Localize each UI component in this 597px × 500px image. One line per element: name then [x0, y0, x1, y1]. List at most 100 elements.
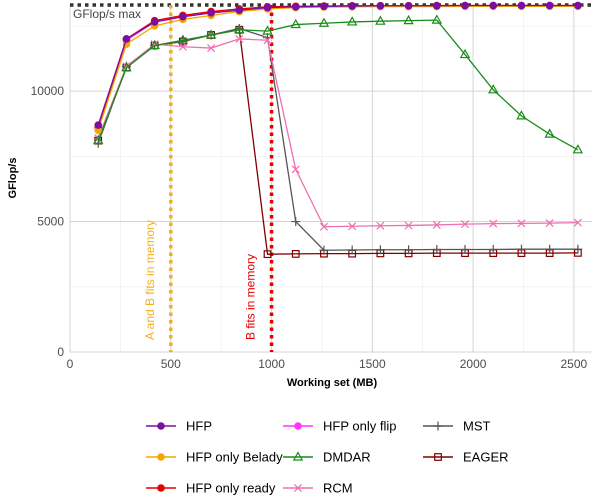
data-point: [263, 250, 272, 259]
legend-label: HFP only ready: [186, 481, 276, 496]
data-point: [291, 217, 301, 227]
x-axis-title: Working set (MB): [287, 377, 378, 389]
data-point: [122, 62, 131, 71]
data-point: [376, 1, 385, 10]
legend-label: HFP: [186, 419, 212, 434]
data-point: [461, 220, 470, 229]
y-tick-label: 10000: [31, 84, 65, 98]
data-point: [516, 110, 527, 120]
data-point: [292, 451, 304, 461]
legend-item: HFP only Belady: [146, 450, 283, 465]
legend-item: MST: [423, 419, 491, 434]
data-point: [461, 1, 469, 10]
series-eager: [94, 25, 582, 259]
data-point: [432, 220, 441, 229]
axis-ticks: 0 500 1000 1500 2000 2500 0 5000 10000: [31, 84, 588, 371]
data-point: [157, 453, 165, 461]
data-point: [573, 218, 582, 227]
legend-label: MST: [463, 419, 491, 434]
data-point: [488, 84, 499, 94]
x-tick-label: 500: [161, 357, 181, 371]
x-tick-label: 1000: [258, 357, 285, 371]
data-point: [262, 25, 273, 35]
data-point: [434, 453, 442, 461]
data-point: [346, 16, 358, 26]
data-point: [263, 36, 272, 45]
data-point: [545, 244, 555, 254]
data-point: [149, 39, 160, 50]
series-line: [97, 27, 578, 251]
data-point: [517, 219, 526, 228]
legend-label: HFP only Belady: [186, 450, 283, 465]
series-line: [97, 4, 578, 126]
legend-item: RCM: [283, 481, 353, 496]
series-hfp-only-flip: [94, 1, 582, 132]
data-point: [235, 6, 244, 15]
data-point: [235, 34, 244, 43]
legend-label: EAGER: [463, 450, 509, 465]
data-point: [432, 244, 442, 254]
data-point: [121, 61, 132, 72]
data-point: [319, 222, 328, 231]
data-point: [348, 222, 357, 231]
data-point: [375, 245, 385, 255]
legend: HFP HFP only Belady HFP only ready HFP only…: [146, 419, 509, 496]
data-point: [572, 144, 584, 154]
series-line: [97, 5, 578, 131]
data-point: [294, 422, 302, 430]
data-point: [545, 1, 554, 10]
series-line: [97, 38, 578, 228]
legend-item: EAGER: [423, 450, 509, 465]
x-tick-label: 1500: [359, 357, 386, 371]
reference-label-max: GFlop/s max: [73, 7, 141, 21]
data-point: [404, 245, 414, 255]
data-point: [433, 1, 441, 10]
data-point: [179, 12, 187, 21]
legend-label: RCM: [323, 481, 353, 496]
data-point: [517, 1, 526, 10]
data-point: [291, 250, 300, 258]
data-point: [177, 34, 189, 44]
data-point: [347, 245, 357, 255]
y-tick-label: 5000: [37, 215, 64, 229]
data-point: [122, 35, 131, 43]
data-point: [92, 134, 104, 145]
legend-label: DMDAR: [323, 450, 371, 465]
data-point: [291, 3, 300, 11]
data-point: [574, 1, 582, 10]
data-point: [293, 483, 303, 493]
data-point: [94, 121, 103, 129]
data-point: [403, 14, 414, 25]
data-point: [573, 244, 583, 254]
data-point: [433, 421, 443, 431]
data-point: [376, 221, 385, 230]
data-point: [150, 18, 159, 26]
series-hfp: [94, 1, 582, 129]
series-dmdar: [92, 14, 584, 154]
data-point: [319, 245, 329, 255]
reference-label-vertical: B fits in memory: [244, 254, 258, 340]
data-point: [290, 18, 301, 29]
data-point: [544, 128, 555, 138]
data-point: [263, 3, 272, 12]
y-tick-label: 0: [57, 345, 64, 359]
data-point: [320, 2, 328, 11]
data-point: [205, 29, 217, 39]
series-layer: [92, 1, 584, 259]
x-tick-label: 2500: [561, 357, 588, 371]
series-rcm: [94, 34, 582, 231]
data-point: [489, 219, 498, 228]
data-point: [431, 14, 443, 24]
data-point: [488, 244, 498, 254]
data-point: [291, 165, 300, 174]
data-point: [460, 244, 470, 254]
x-tick-label: 0: [67, 357, 74, 371]
data-point: [459, 48, 471, 59]
legend-item: HFP only flip: [283, 419, 396, 434]
data-point: [157, 422, 165, 430]
series-mst: [93, 23, 583, 255]
legend-item: HFP: [146, 419, 212, 434]
data-point: [234, 24, 245, 34]
data-point: [318, 17, 330, 27]
data-point: [178, 42, 187, 51]
